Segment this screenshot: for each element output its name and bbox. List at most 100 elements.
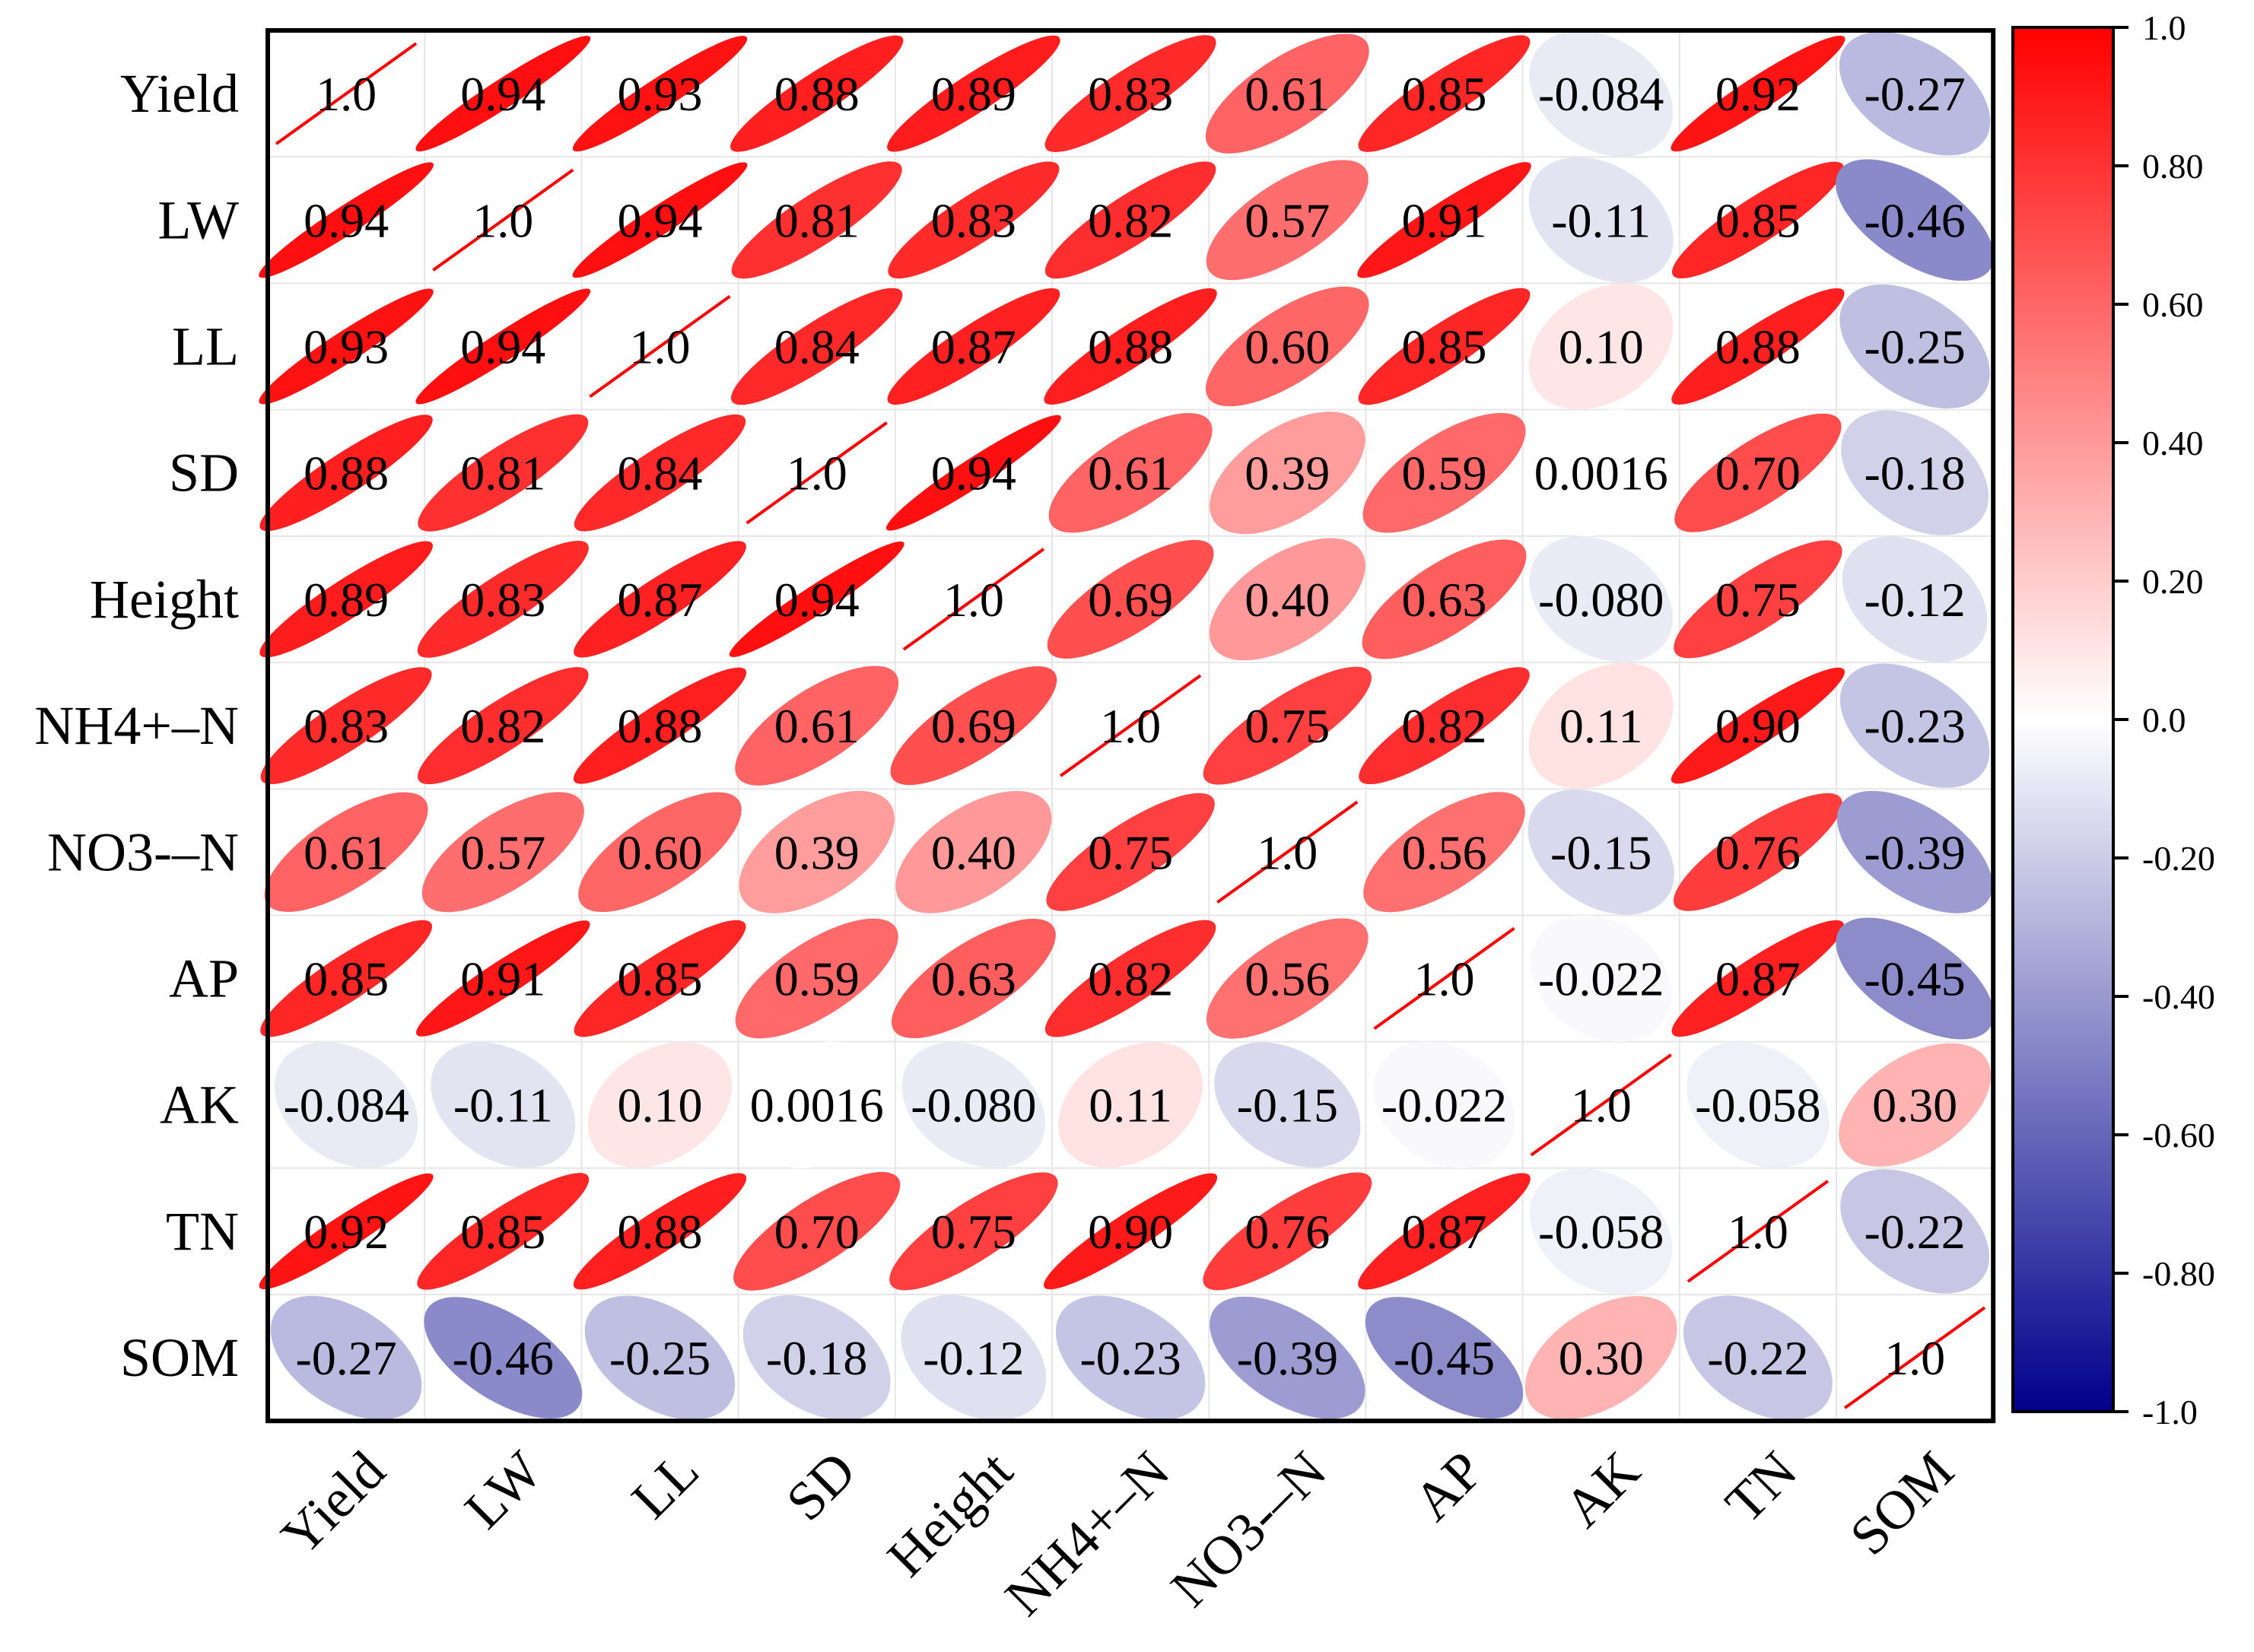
- cell-value-label: 1.0: [1257, 825, 1318, 879]
- heatmap-cell: 1.0: [1843, 1306, 1986, 1409]
- correlation-ellipse: [1365, 1297, 1524, 1419]
- correlation-ellipse: [733, 1171, 901, 1291]
- heatmap-cell: 0.88: [730, 35, 904, 152]
- heatmap-cell: 0.93: [259, 288, 434, 405]
- row-label: AK: [160, 1075, 239, 1136]
- colorbar-gradient: [2011, 26, 2115, 1413]
- cell-value-label: 1.0: [472, 193, 533, 247]
- cell-value-label: 0.70: [1715, 446, 1801, 500]
- heatmap-cell: 0.57: [421, 792, 584, 913]
- cell-value-label: 0.30: [1559, 1331, 1644, 1385]
- plot-frame: [265, 28, 1996, 1424]
- correlation-ellipse: [1529, 536, 1673, 662]
- heatmap-cell: 1.0: [1216, 800, 1359, 904]
- heatmap-cell: 0.30: [1839, 1043, 1992, 1167]
- cell-value-label: -0.022: [1381, 1079, 1507, 1133]
- correlation-ellipse: [270, 1295, 422, 1420]
- cell-value-label: 0.39: [1245, 446, 1330, 500]
- correlation-ellipse: [1528, 789, 1674, 915]
- heatmap-cell: 0.63: [891, 918, 1056, 1039]
- cell-value-label: 0.40: [1245, 573, 1330, 627]
- cell-value-label: 0.70: [774, 1205, 860, 1259]
- cell-value-label: 0.92: [304, 1205, 389, 1259]
- correlation-ellipse: [1836, 790, 1993, 913]
- correlation-ellipse: [746, 1041, 887, 1169]
- correlation-ellipse: [901, 1295, 1047, 1421]
- heatmap-cell: 0.81: [418, 414, 589, 532]
- cell-value-label: -0.11: [1551, 193, 1651, 247]
- correlation-ellipse: [887, 35, 1060, 152]
- cell-value-label: 0.94: [460, 67, 545, 121]
- diagonal-line: [902, 548, 1045, 651]
- cell-value-label: -0.22: [1864, 1205, 1965, 1259]
- heatmap-cell: 0.83: [888, 161, 1060, 279]
- cell-value-label: 0.91: [1402, 193, 1487, 247]
- diagonal-line: [746, 421, 888, 525]
- correlation-ellipse: [742, 1295, 891, 1421]
- heatmap-cell: 0.94: [729, 541, 904, 657]
- cell-value-label: 0.61: [1245, 67, 1330, 121]
- heatmap-cell: -0.058: [1687, 1041, 1830, 1168]
- correlation-ellipse: [1206, 286, 1369, 407]
- heatmap-cell: 0.57: [1206, 160, 1369, 281]
- heatmap-cell: 0.83: [1044, 35, 1216, 152]
- correlation-ellipse: [1839, 663, 1990, 788]
- diagonal-line: [1373, 926, 1515, 1031]
- cell-value-label: 0.59: [774, 952, 860, 1006]
- heatmap-cell: 0.85: [260, 920, 433, 1037]
- correlation-ellipse: [1044, 1173, 1218, 1290]
- cell-value-label: 0.82: [1088, 952, 1173, 1006]
- correlation-ellipse: [1836, 159, 1995, 281]
- cell-value-label: 1.0: [1414, 952, 1475, 1006]
- heatmap-cell: 1.0: [1059, 674, 1202, 777]
- cell-value-label: -0.45: [1394, 1331, 1495, 1385]
- column-label: SOM: [1838, 1440, 1965, 1567]
- heatmap-cell: 0.84: [731, 288, 903, 405]
- cell-value-label: 0.75: [1245, 699, 1330, 753]
- cell-value-label: 0.82: [1088, 193, 1173, 247]
- heatmap-cell: -0.45: [1365, 1297, 1524, 1419]
- heatmap-cell: -0.22: [1683, 1295, 1833, 1420]
- heatmap-cell: 1.0: [589, 294, 731, 399]
- heatmap-cell: 0.87: [1671, 920, 1845, 1037]
- heatmap-cell: 0.11: [1528, 662, 1674, 789]
- correlation-ellipse: [1214, 1042, 1361, 1168]
- correlation-ellipse: [587, 1042, 733, 1168]
- cell-value-label: 0.57: [1245, 193, 1330, 247]
- heatmap-cell: 0.84: [574, 414, 746, 532]
- correlation-ellipse: [735, 918, 898, 1039]
- heatmap-cell: 0.0016: [746, 1041, 887, 1169]
- heatmap-cell: 0.61: [1205, 33, 1369, 154]
- heatmap-cell: 0.39: [739, 790, 895, 913]
- column-label: NH4+–N: [993, 1440, 1181, 1627]
- cell-value-label: -0.080: [1538, 573, 1664, 627]
- correlation-ellipse: [731, 161, 902, 279]
- correlation-ellipse: [1528, 157, 1674, 283]
- colorbar-tick-label: 0.0: [2142, 701, 2186, 739]
- correlation-ellipse: [731, 288, 903, 405]
- correlation-ellipse: [1529, 1168, 1673, 1295]
- correlation-ellipse: [1528, 662, 1674, 789]
- correlation-ellipse: [1358, 1173, 1531, 1290]
- heatmap-cell: -0.12: [901, 1295, 1047, 1421]
- cell-value-label: -0.15: [1550, 825, 1652, 879]
- cell-value-label: -0.12: [923, 1331, 1024, 1385]
- correlation-ellipse: [260, 667, 432, 784]
- cell-value-label: 0.94: [304, 193, 389, 247]
- heatmap-cell: 1.0: [1373, 926, 1515, 1031]
- heatmap-cell: 0.56: [1206, 918, 1369, 1039]
- colorbar-tick-label: -0.60: [2142, 1116, 2215, 1155]
- heatmap-cell: 1.0: [1530, 1053, 1672, 1157]
- correlation-ellipse: [1206, 160, 1369, 281]
- cell-value-label: 0.11: [1559, 699, 1643, 753]
- row-label: SOM: [120, 1327, 239, 1388]
- heatmap-cell: 0.69: [1047, 539, 1214, 659]
- cell-value-label: -0.45: [1864, 952, 1965, 1006]
- correlation-ellipse: [264, 792, 428, 912]
- correlation-ellipse: [1359, 667, 1530, 785]
- column-label: Height: [876, 1440, 1024, 1588]
- heatmap-cell: 1.0: [746, 421, 888, 525]
- colorbar-tick-label: 0.80: [2142, 147, 2204, 186]
- heatmap-cell: 1.0: [1687, 1180, 1830, 1283]
